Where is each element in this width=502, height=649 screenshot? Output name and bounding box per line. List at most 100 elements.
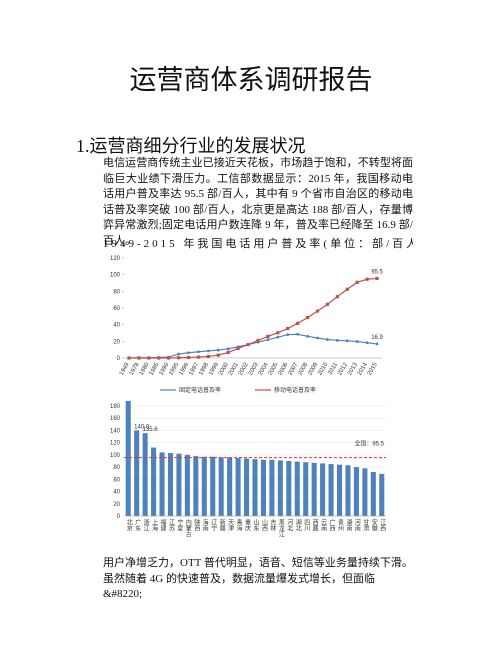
x-tick-label: 四川: [303, 519, 310, 531]
point: [355, 280, 359, 284]
bar: [184, 454, 190, 516]
y-tick-label: 40: [113, 323, 120, 329]
x-tick-label: 河南: [353, 518, 360, 531]
point: [276, 335, 280, 339]
x-tick-label: 湖北: [294, 518, 301, 532]
y-tick-label: 80: [113, 465, 120, 471]
point: [256, 338, 260, 343]
point: [335, 295, 339, 299]
bar: [125, 400, 131, 516]
paragraph: 电信运营商传统主业已接近天花板，市场趋于饱和，不转型将面临巨大业绩下滑压力。工信…: [103, 157, 413, 247]
y-tick-label: 60: [113, 477, 120, 483]
paragraph: 用户净增乏力，OTT 普代明显，语音、短信等业务量持续下滑。虽然随着 4G 的快…: [103, 557, 413, 600]
x-tick-label: 内蒙古: [184, 518, 191, 538]
point: [276, 331, 280, 335]
data-label: 188.3: [126, 400, 142, 401]
point: [266, 338, 270, 342]
bar: [286, 461, 292, 516]
y-tick-label: 160: [110, 416, 121, 422]
bar: [370, 472, 376, 516]
y-tick-label: 100: [110, 273, 121, 279]
point: [296, 321, 300, 325]
point: [226, 347, 230, 351]
point: [157, 356, 161, 360]
bar: [277, 460, 283, 516]
y-tick-label: 0: [117, 514, 121, 520]
x-tick-label: 甘肃: [362, 518, 369, 532]
bar: [210, 456, 216, 516]
point: [296, 332, 300, 336]
x-tick-label: 江西: [379, 519, 386, 532]
x-tick-label: 北京: [125, 518, 132, 532]
x-tick-label: 2015: [367, 361, 379, 376]
y-tick-label: 0: [117, 356, 121, 362]
bar: [142, 433, 148, 516]
point: [226, 350, 230, 355]
point: [236, 346, 240, 351]
data-label: 140.0: [134, 424, 150, 430]
bar: [320, 463, 326, 516]
x-tick-label: 河北: [286, 518, 293, 532]
bar: [244, 458, 250, 516]
point: [196, 355, 201, 359]
bar: [227, 457, 233, 516]
point: [365, 341, 369, 345]
x-tick-label: 山东: [252, 518, 259, 531]
x-tick-label: 云南: [320, 519, 327, 531]
point: [365, 277, 369, 281]
point: [345, 339, 349, 343]
data-label: 16.9: [371, 335, 383, 341]
point: [197, 350, 200, 354]
reference-label: 全国：95.5: [354, 440, 384, 448]
x-tick-label: 陕西: [193, 518, 200, 532]
line-chart: 0204060801001201949197819801985199019951…: [110, 256, 384, 394]
point: [187, 351, 190, 355]
point: [177, 352, 180, 356]
x-tick-label: 重庆: [244, 518, 251, 532]
point: [127, 356, 131, 360]
point: [355, 340, 359, 343]
bar: [260, 459, 266, 516]
point: [206, 349, 210, 353]
legend-label: 固定电话普及率: [179, 386, 221, 394]
x-tick-label: 海南: [201, 518, 208, 531]
bar-chart: 0 20 40 60 80 100 120 140 160 180 188.3 北京 140.0 广东 13…: [110, 400, 386, 538]
bar: [362, 468, 368, 516]
x-tick-label: 西藏: [311, 519, 318, 532]
y-tick-label: 80: [113, 289, 120, 295]
y-tick-label: 100: [110, 453, 121, 459]
y-tick-label: 20: [113, 339, 120, 345]
y-tick-label: 60: [113, 306, 120, 312]
point: [316, 336, 319, 340]
y-tick-label: 140: [110, 428, 121, 434]
chart-title: 1949-2015 年我国电话用户普及率(单位：部/百人: [103, 238, 413, 250]
data-label: 95.5: [371, 269, 383, 275]
bar: [159, 452, 165, 516]
point: [375, 276, 379, 281]
x-tick-label: 广东: [134, 518, 141, 531]
series-line: [128, 333, 378, 359]
x-tick-label: 安徽: [370, 518, 377, 532]
x-tick-label: 湖南: [345, 518, 352, 531]
bar: [311, 462, 317, 516]
bar: [201, 456, 207, 516]
point: [216, 348, 220, 352]
bar: [345, 465, 351, 516]
x-tick-label: 贵州: [337, 518, 344, 531]
bar: [167, 453, 174, 516]
point: [375, 342, 379, 346]
point: [266, 334, 270, 339]
x-tick-label: 辽宁: [210, 518, 217, 531]
bar: [252, 459, 258, 516]
x-tick-label: 吉林: [269, 519, 276, 532]
bar: [379, 473, 385, 516]
x-tick-label: 青海: [235, 518, 242, 532]
x-tick-label: 福建: [159, 518, 166, 532]
point: [326, 338, 329, 341]
bar: [294, 461, 300, 516]
point: [246, 342, 250, 347]
x-tick-label: 江苏: [167, 519, 174, 532]
point: [137, 356, 141, 360]
y-tick-label: 180: [110, 404, 121, 410]
